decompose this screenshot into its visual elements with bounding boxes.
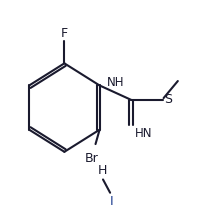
Text: HN: HN — [135, 127, 152, 140]
Text: F: F — [61, 27, 68, 40]
Text: Br: Br — [85, 153, 98, 166]
Text: I: I — [109, 194, 113, 207]
Text: H: H — [97, 164, 107, 177]
Text: NH: NH — [107, 76, 124, 89]
Text: S: S — [164, 93, 172, 106]
